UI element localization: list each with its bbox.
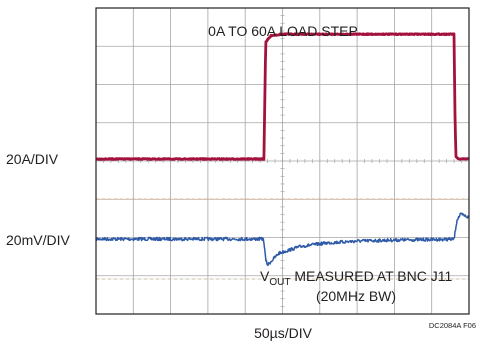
annotation-v-symbol: V <box>260 268 270 284</box>
annotation-line-2: (20MHz BW) <box>316 288 396 304</box>
graticule-ticks <box>103 15 462 307</box>
voltage-scale-label: 20mV/DIV <box>6 232 70 248</box>
chart-title: 0A TO 60A LOAD STEP <box>208 23 358 39</box>
annotation-line-1: VOUT MEASURED AT BNC J11 <box>260 268 452 288</box>
figure-id: DC2084A F06 <box>429 321 476 330</box>
annotation-text: MEASURED AT BNC J11 <box>290 268 452 284</box>
annotation-subscript: OUT <box>269 277 290 288</box>
current-scale-label: 20A/DIV <box>6 151 59 167</box>
reference-lines <box>96 198 469 280</box>
plot-frame <box>95 7 470 315</box>
traces <box>95 32 470 267</box>
x-axis-label: 50µs/DIV <box>254 325 313 341</box>
voltage-trace <box>95 212 470 267</box>
current-trace <box>95 32 470 161</box>
